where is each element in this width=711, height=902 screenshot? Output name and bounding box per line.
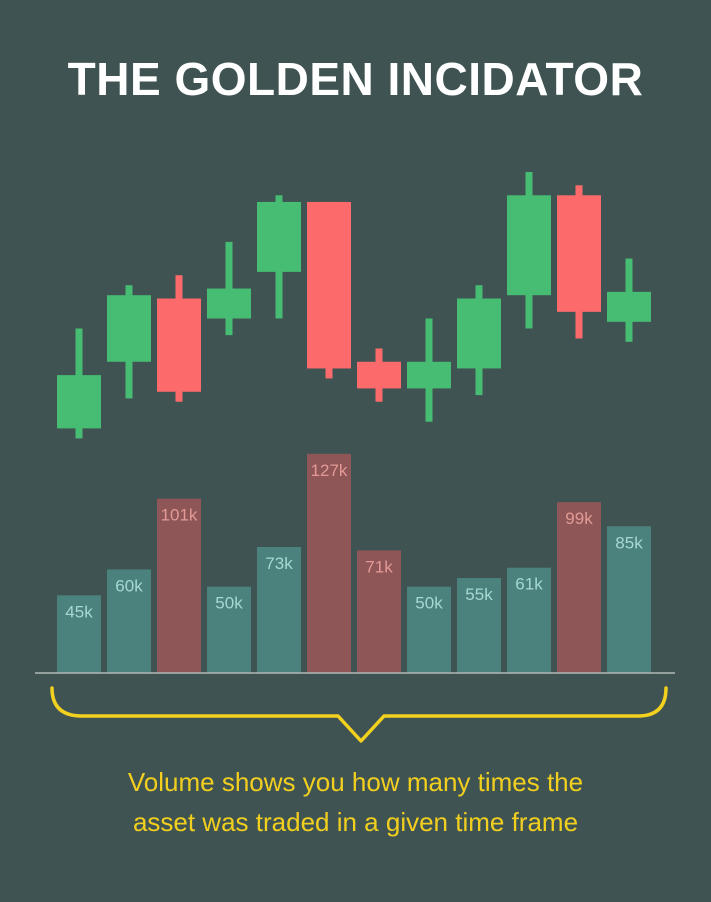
candle-body <box>207 288 251 319</box>
volume-bar <box>257 547 301 673</box>
candle-body <box>57 375 101 429</box>
volume-bar <box>357 550 401 673</box>
volume-bar <box>307 453 351 673</box>
volume-bar <box>557 502 601 673</box>
candle-body <box>507 195 551 296</box>
candle-body <box>407 361 451 389</box>
volume-bar <box>507 567 551 673</box>
caption-line-2: asset was traded in a given time frame <box>132 807 579 837</box>
candle-body <box>557 195 601 312</box>
volume-label: 101k <box>161 506 198 525</box>
volume-label: 127k <box>311 461 348 480</box>
volume-bar <box>207 586 251 673</box>
volume-label: 50k <box>415 594 443 613</box>
page-title: THE GOLDEN INCIDATOR <box>67 53 644 105</box>
volume-label: 55k <box>465 585 493 604</box>
candlestick-series <box>57 171 651 439</box>
volume-bar <box>457 578 501 673</box>
candle-body <box>357 361 401 389</box>
volume-brace <box>50 686 668 743</box>
volume-bar <box>407 586 451 673</box>
chart-area: 45k 60k 101k 50k 73k 127k 71k 50k 55k 61k 99k 85k <box>35 171 675 743</box>
volume-bar-series: 45k 60k 101k 50k 73k 127k 71k 50k 55k 61k 99k 85k <box>57 453 651 673</box>
caption: Volume shows you how many times the asse… <box>0 762 711 842</box>
volume-label: 45k <box>65 602 93 621</box>
volume-label: 85k <box>615 533 643 552</box>
candle-body <box>157 298 201 392</box>
volume-bar <box>107 569 151 673</box>
candle-body <box>457 298 501 369</box>
volume-label: 60k <box>115 576 143 595</box>
volume-label: 73k <box>265 554 293 573</box>
volume-label: 50k <box>215 594 243 613</box>
volume-bar <box>57 595 101 673</box>
candle-body <box>257 201 301 272</box>
volume-bar <box>607 526 651 673</box>
candle-body <box>607 291 651 322</box>
volume-label: 71k <box>365 557 393 576</box>
candle-body <box>107 295 151 362</box>
volume-label: 61k <box>515 575 543 594</box>
caption-line-1: Volume shows you how many times the <box>127 767 584 797</box>
candle-body <box>307 201 351 369</box>
volume-bar <box>157 498 201 673</box>
volume-label: 99k <box>565 509 593 528</box>
